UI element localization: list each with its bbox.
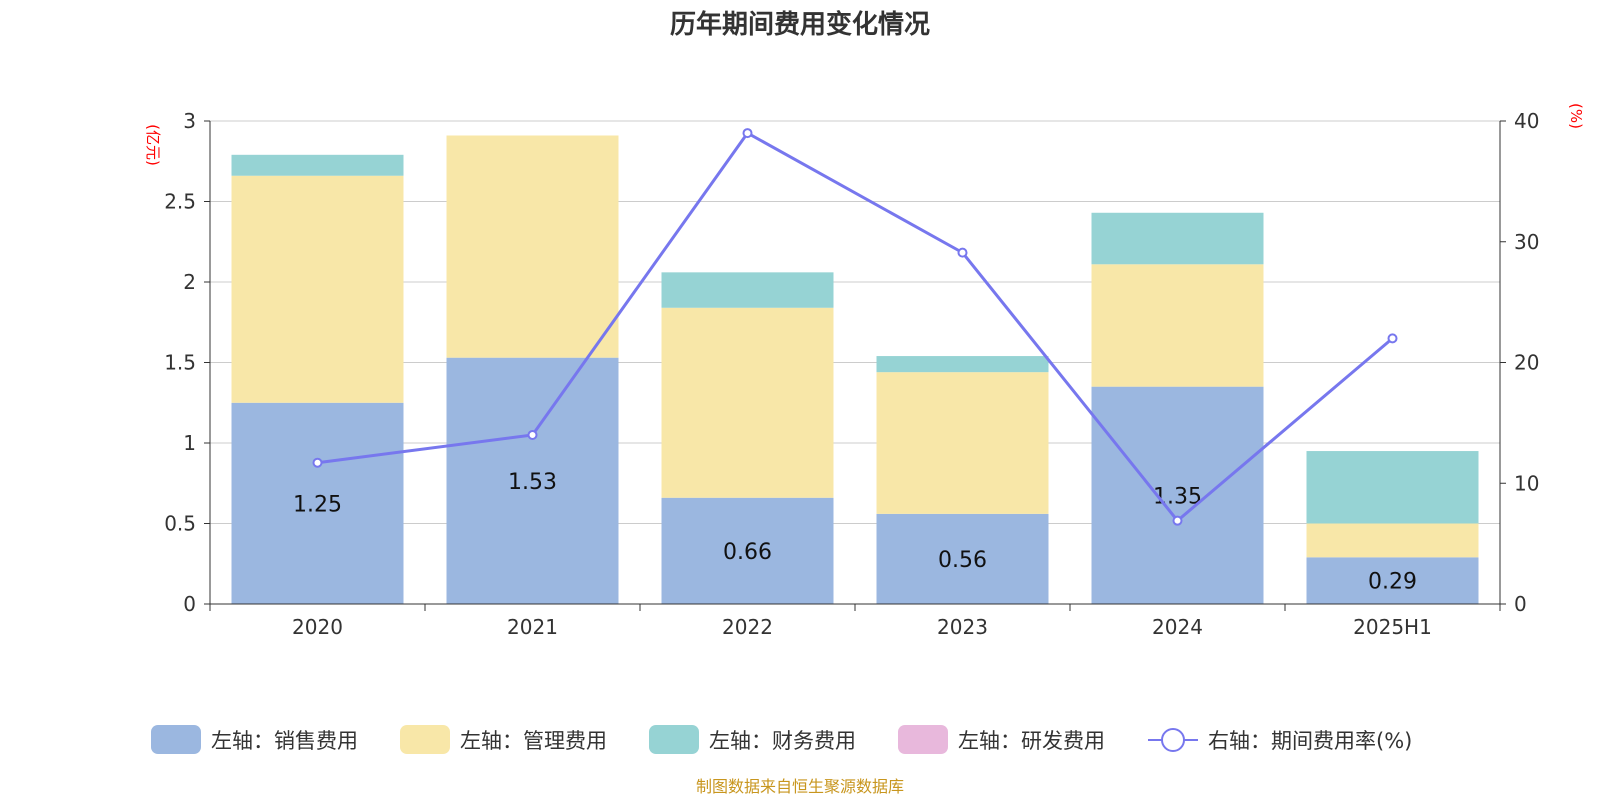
x-tick-label: 2024 <box>1152 615 1203 639</box>
legend-swatch-0 <box>151 725 201 754</box>
legend-label-3: 左轴：研发费用 <box>958 729 1105 753</box>
rate-point-2025H1 <box>1387 333 1398 344</box>
legend-swatch-1 <box>400 725 450 754</box>
bar-2-2024 <box>1091 212 1264 265</box>
bar-0-2024 <box>1091 386 1264 604</box>
bars <box>231 135 1479 604</box>
legend-swatch-2 <box>649 725 699 754</box>
legend-label-0: 左轴：销售费用 <box>211 729 358 753</box>
bar-0-2020 <box>231 402 404 604</box>
bar-1-2025H1 <box>1306 523 1479 558</box>
bar-2-2020 <box>231 154 404 176</box>
rate-point-2020 <box>312 457 323 468</box>
left-tick-label: 1 <box>183 431 196 455</box>
legend-swatch-3 <box>898 725 948 754</box>
x-tick-label: 2023 <box>937 615 988 639</box>
legend-line-marker <box>1161 728 1185 752</box>
right-tick-label: 40 <box>1514 109 1539 133</box>
bar-0-2021 <box>446 357 619 604</box>
bar-data-label: 1.25 <box>293 492 342 517</box>
left-tick-label: 1.5 <box>164 351 196 375</box>
rate-point-2023 <box>957 247 968 258</box>
bar-0-2025H1 <box>1306 557 1479 604</box>
grid <box>210 120 1500 524</box>
left-tick-label: 0 <box>183 592 196 616</box>
bar-data-label: 0.66 <box>723 540 772 565</box>
bar-2-2023 <box>876 356 1049 373</box>
x-tick-label: 2020 <box>292 615 343 639</box>
right-tick-label: 0 <box>1514 592 1527 616</box>
left-axis-unit: (亿元) <box>144 124 162 166</box>
chart-title: 历年期间费用变化情况 <box>670 9 930 40</box>
x-tick-label: 2025H1 <box>1353 615 1432 639</box>
legend-label-2: 左轴：财务费用 <box>709 729 856 753</box>
bar-1-2022 <box>661 307 834 498</box>
rate-line-path <box>317 131 1394 523</box>
legend: 左轴：销售费用 左轴：管理费用 左轴：财务费用 左轴：研发费用 右轴：期间费用率(%) <box>151 725 1412 754</box>
bar-data-label: 0.56 <box>938 548 987 573</box>
rate-point-2021 <box>527 429 538 440</box>
bar-data-label: 1.53 <box>508 470 557 495</box>
right-tick-label: 20 <box>1514 351 1539 375</box>
bar-1-2021 <box>446 135 619 358</box>
right-tick-label: 10 <box>1514 471 1539 495</box>
legend-label-1: 左轴：管理费用 <box>460 729 607 753</box>
bar-2-2025H1 <box>1306 451 1479 524</box>
bar-data-label: 0.29 <box>1368 570 1417 595</box>
right-axis-unit: (%) <box>1567 103 1585 129</box>
bar-1-2024 <box>1091 264 1264 387</box>
bar-labels: 1.251.530.66 0.561.350.29 <box>293 470 1417 595</box>
bar-0-2023 <box>876 513 1049 604</box>
source-note: 制图数据来自恒生聚源数据库 <box>696 777 904 796</box>
left-tick-label: 0.5 <box>164 512 196 536</box>
bar-1-2020 <box>231 175 404 403</box>
bar-2-2022 <box>661 272 834 308</box>
right-tick-label: 30 <box>1514 230 1539 254</box>
left-tick-label: 3 <box>183 109 196 133</box>
rate-line <box>312 128 1398 526</box>
bar-1-2023 <box>876 372 1049 514</box>
rate-point-2024 <box>1172 515 1183 526</box>
legend-label-4: 右轴：期间费用率(%) <box>1208 729 1412 753</box>
left-tick-label: 2.5 <box>164 190 196 214</box>
x-tick-label: 2022 <box>722 615 773 639</box>
left-tick-label: 2 <box>183 270 196 294</box>
rate-point-2022 <box>742 128 753 139</box>
bar-0-2022 <box>661 497 834 604</box>
x-tick-label: 2021 <box>507 615 558 639</box>
